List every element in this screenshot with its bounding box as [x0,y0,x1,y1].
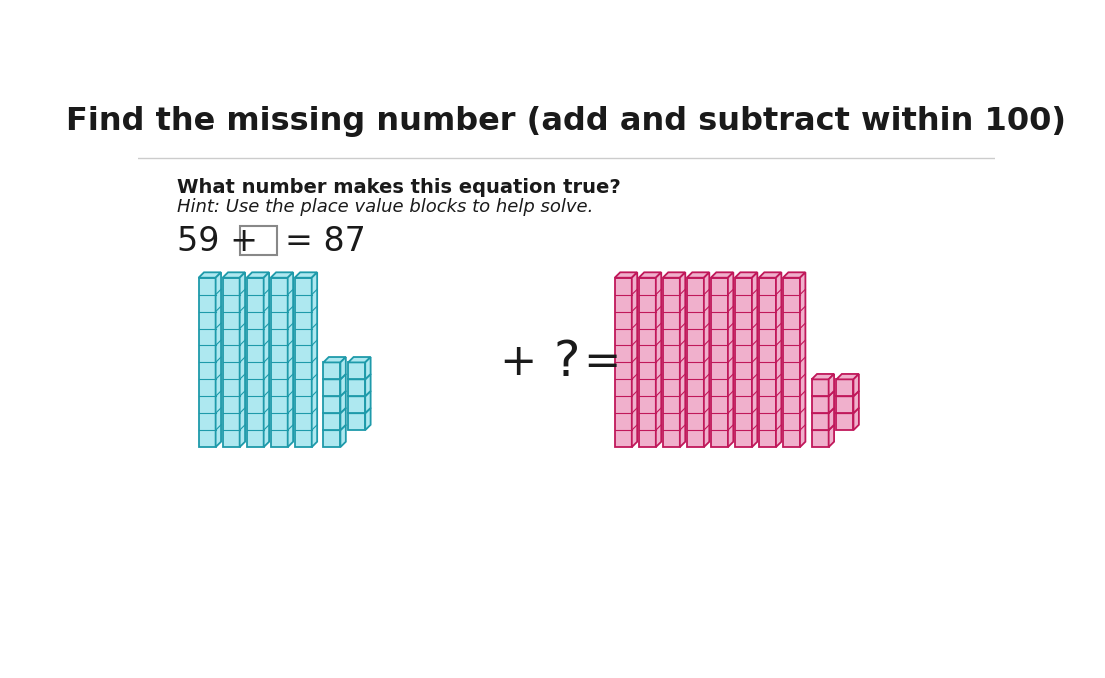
Polygon shape [340,374,346,396]
Bar [811,396,829,413]
Bar [348,363,365,380]
Polygon shape [836,408,859,413]
Polygon shape [783,273,806,278]
Polygon shape [324,408,346,413]
Bar [711,278,728,447]
Polygon shape [287,273,293,447]
Polygon shape [215,273,221,447]
Polygon shape [348,391,370,396]
Text: =: = [583,341,620,384]
Polygon shape [365,391,370,413]
Polygon shape [340,408,346,430]
Polygon shape [829,408,834,430]
Polygon shape [800,273,806,447]
Polygon shape [199,273,221,278]
Polygon shape [348,408,370,413]
Polygon shape [246,273,270,278]
Bar [759,278,776,447]
Polygon shape [853,408,859,430]
Text: +: + [499,341,537,384]
Polygon shape [728,273,734,447]
Bar [348,396,365,413]
Bar [836,413,853,430]
Bar [295,278,312,447]
Polygon shape [340,357,346,380]
Polygon shape [264,273,270,447]
Polygon shape [632,273,638,447]
Polygon shape [853,391,859,413]
Bar [348,380,365,396]
Bar [222,278,240,447]
Polygon shape [340,391,346,413]
Polygon shape [365,374,370,396]
Polygon shape [829,374,834,396]
Polygon shape [348,374,370,380]
Polygon shape [776,273,781,447]
Polygon shape [759,273,781,278]
Bar [199,278,215,447]
Bar [240,226,277,256]
Bar [324,413,340,430]
Polygon shape [829,391,834,413]
Polygon shape [340,425,346,447]
Bar [735,278,751,447]
Text: ?: ? [554,338,580,386]
Polygon shape [811,391,834,396]
Bar [324,430,340,447]
Polygon shape [365,357,370,380]
Polygon shape [365,408,370,430]
Polygon shape [811,374,834,380]
Polygon shape [639,273,661,278]
Polygon shape [853,374,859,396]
Text: Hint: Use the place value blocks to help solve.: Hint: Use the place value blocks to help… [177,198,593,216]
Bar [811,430,829,447]
Bar [324,396,340,413]
Polygon shape [704,273,709,447]
Polygon shape [829,425,834,447]
Polygon shape [836,374,859,380]
Polygon shape [324,357,346,363]
Bar [348,413,365,430]
Polygon shape [312,273,317,447]
Bar [324,380,340,396]
Polygon shape [711,273,734,278]
Polygon shape [836,391,859,396]
Bar [836,380,853,396]
Bar [783,278,800,447]
Bar [614,278,632,447]
Polygon shape [735,273,757,278]
Polygon shape [240,273,245,447]
Text: 59 +: 59 + [177,225,257,258]
Polygon shape [324,374,346,380]
Bar [811,380,829,396]
Bar [271,278,287,447]
Polygon shape [751,273,757,447]
Polygon shape [614,273,638,278]
Bar [836,396,853,413]
Text: Find the missing number (add and subtract within 100): Find the missing number (add and subtrac… [66,106,1066,137]
Polygon shape [680,273,685,447]
Bar [811,413,829,430]
Bar [639,278,656,447]
Bar [324,363,340,380]
Polygon shape [295,273,317,278]
Polygon shape [656,273,661,447]
Polygon shape [348,357,370,363]
Bar [687,278,704,447]
Polygon shape [271,273,293,278]
Polygon shape [811,408,834,413]
Polygon shape [811,425,834,430]
Polygon shape [222,273,245,278]
Bar [246,278,264,447]
Polygon shape [324,425,346,430]
Polygon shape [663,273,685,278]
Polygon shape [687,273,709,278]
Bar [663,278,680,447]
Polygon shape [324,391,346,396]
Text: What number makes this equation true?: What number makes this equation true? [177,178,621,197]
Text: = 87: = 87 [285,225,366,258]
